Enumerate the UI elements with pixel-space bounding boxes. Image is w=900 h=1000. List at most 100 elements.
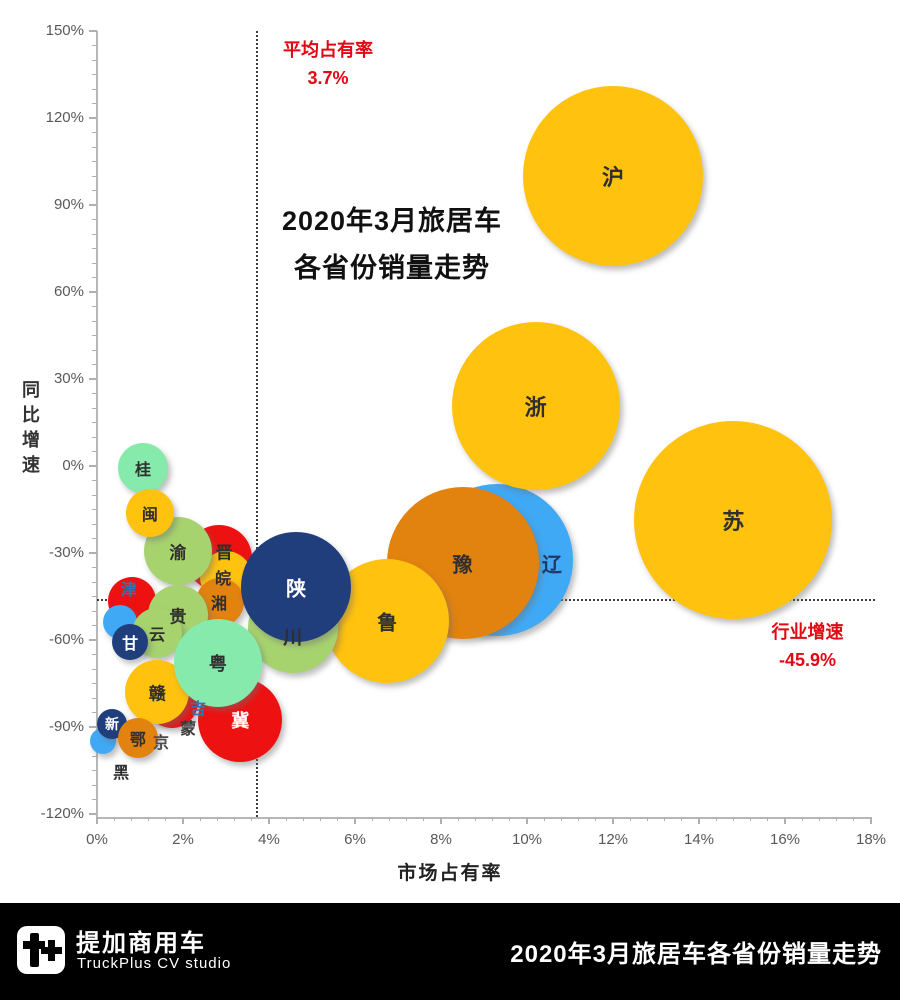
logo-plus-square: [48, 954, 55, 961]
industry-growth-annotation: 行业增速 -45.9%: [735, 618, 880, 674]
y-minor-tick: [92, 320, 97, 322]
y-major-tick: [89, 813, 97, 815]
y-minor-tick: [92, 103, 97, 104]
y-major-tick: [89, 204, 97, 206]
y-major-tick: [89, 30, 97, 32]
chart-bubble-yue-guangdong: [173, 618, 262, 707]
logo-t-crossbar: [23, 941, 45, 949]
y-tick-label: -30%: [48, 544, 84, 561]
chart-bubble-gui-guangxi: [118, 443, 168, 494]
y-minor-tick: [92, 712, 97, 713]
x-minor-tick: [388, 817, 390, 821]
y-minor-tick: [92, 248, 97, 249]
bubble-label-gan-gansu: 甘: [122, 636, 139, 654]
x-major-tick: [870, 817, 872, 824]
chart-bubble-zhe: [451, 321, 620, 490]
y-major-tick: [89, 552, 97, 554]
logo-plus-square: [48, 947, 55, 954]
x-minor-tick: [767, 817, 769, 821]
brand-name-cn: 提加商用车: [76, 930, 206, 957]
y-minor-tick: [92, 784, 97, 786]
truckplus-logo-icon: [17, 926, 65, 974]
logo-plus-square: [48, 940, 55, 947]
x-major-tick: [440, 817, 442, 824]
y-major-tick: [89, 726, 97, 728]
y-minor-tick: [92, 277, 97, 278]
y-major-tick: [89, 378, 97, 380]
bubble-label-su: 苏: [722, 508, 745, 534]
y-major-tick: [89, 291, 97, 293]
y-minor-tick: [92, 596, 97, 597]
y-minor-tick: [92, 755, 97, 757]
y-minor-tick: [92, 538, 97, 539]
chart-bubble-hu: [523, 86, 703, 266]
x-minor-tick: [371, 817, 373, 821]
bubble-label-min: 闽: [141, 506, 158, 524]
footer-title: 2020年3月旅居车各省份销量走势: [510, 941, 882, 968]
x-minor-tick: [320, 817, 322, 821]
x-tick-label: 16%: [769, 831, 801, 848]
bubble-label-yun: 云: [149, 627, 166, 645]
y-tick-label: 30%: [53, 370, 84, 387]
y-minor-tick: [92, 219, 97, 220]
x-minor-tick: [818, 817, 820, 821]
x-minor-tick: [836, 817, 838, 821]
y-minor-tick: [92, 668, 97, 670]
y-minor-tick: [92, 132, 97, 133]
y-minor-tick: [92, 190, 97, 191]
x-minor-tick: [509, 817, 511, 821]
x-minor-tick: [560, 817, 562, 821]
province-label-hei: 黑: [113, 765, 130, 783]
x-major-tick: [784, 817, 786, 824]
brand-name-en: TruckPlus CV studio: [77, 955, 232, 972]
y-tick-label: 90%: [53, 196, 84, 213]
bubble-label-gui-guizhou: 贵: [169, 607, 187, 627]
y-minor-tick: [92, 799, 97, 800]
x-tick-label: 4%: [258, 831, 280, 848]
x-major-tick: [96, 817, 98, 824]
chart-bubble-su: [634, 420, 833, 619]
x-minor-tick: [165, 817, 167, 821]
x-minor-tick: [681, 817, 683, 821]
chart-title-line2: 各省份销量走势: [294, 253, 490, 283]
y-tick-label: -120%: [40, 805, 84, 822]
logo-plus-square: [41, 947, 48, 954]
chart-bubble-gan-gansu: [112, 624, 149, 661]
y-major-tick: [89, 465, 97, 467]
bubble-label-shaan: 陕: [286, 578, 307, 601]
logo-t-vertical: [30, 933, 39, 967]
y-minor-tick: [92, 407, 97, 409]
bubble-label-wan: 皖: [214, 571, 232, 589]
industry-growth-label: 行业增速: [771, 622, 844, 642]
bubble-label-xiang: 湘: [210, 596, 227, 613]
industry-growth-value: -45.9%: [778, 650, 837, 670]
y-minor-tick: [92, 262, 97, 264]
y-major-tick: [89, 639, 97, 641]
x-minor-tick: [216, 817, 218, 821]
x-major-tick: [698, 817, 700, 824]
avg-share-value: 3.7%: [307, 68, 349, 88]
x-minor-tick: [234, 817, 236, 821]
x-minor-tick: [595, 817, 597, 821]
y-major-tick: [89, 117, 97, 119]
bubble-label-xin: 新: [105, 716, 120, 733]
y-minor-tick: [92, 436, 97, 438]
y-minor-tick: [92, 88, 97, 90]
x-minor-tick: [423, 817, 425, 821]
x-major-tick: [526, 817, 528, 824]
x-minor-tick: [664, 817, 666, 821]
province-label-meng: 蒙: [180, 721, 197, 738]
logo-plus-square: [55, 947, 62, 954]
y-axis-title: 同比增速: [20, 380, 40, 480]
y-minor-tick: [92, 610, 97, 612]
y-minor-tick: [92, 480, 97, 481]
chart-bubble-e-hubei: [117, 718, 158, 759]
y-minor-tick: [92, 233, 97, 235]
bubble-label-lu-shandong: 鲁: [377, 612, 398, 635]
chart-bubble-min: [125, 488, 174, 537]
x-minor-tick: [130, 817, 132, 821]
x-minor-tick: [750, 817, 752, 821]
bubble-label-ji-hebei: 冀: [231, 711, 250, 732]
x-minor-tick: [543, 817, 545, 821]
y-tick-label: 60%: [53, 283, 84, 300]
